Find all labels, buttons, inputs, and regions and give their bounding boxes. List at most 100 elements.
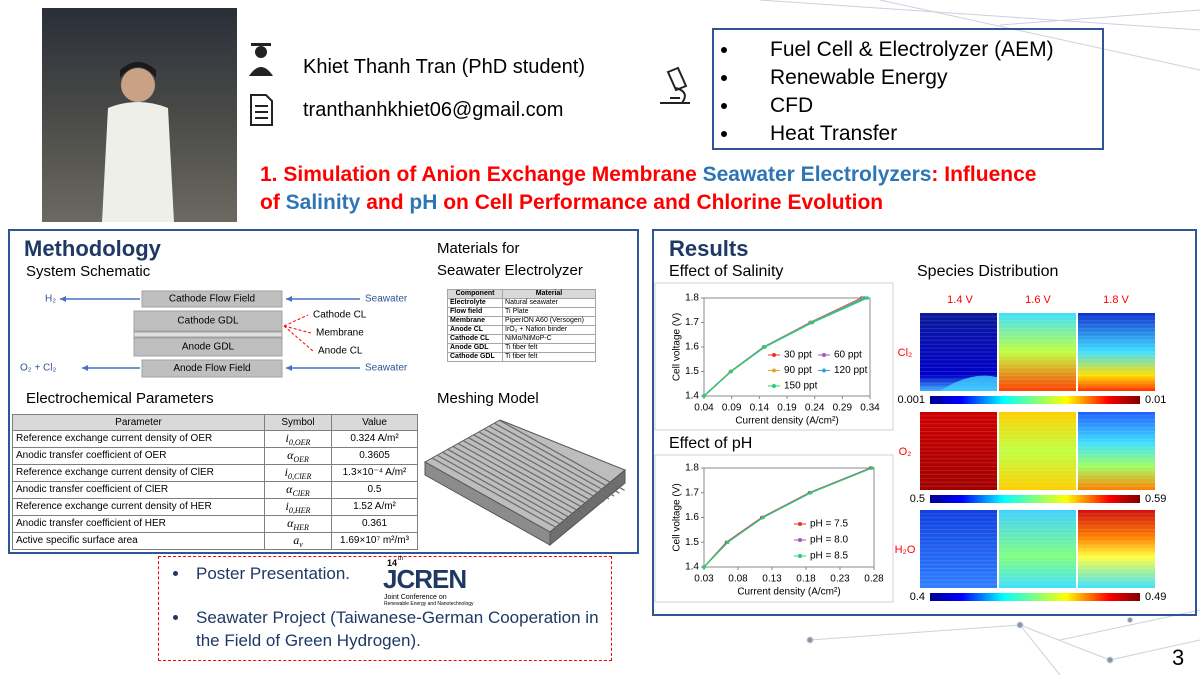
logo-subtitle: Joint Conference on: [384, 594, 447, 601]
symbol-cell: i0,OER: [264, 429, 332, 448]
interests-list: Fuel Cell & Electrolyzer (AEM)Renewable …: [724, 36, 1054, 148]
cell: Cathode CL: [446, 334, 504, 344]
y-tick-label: 1.5: [685, 537, 699, 548]
title-segment: Seawater Electrolyzers: [702, 163, 932, 186]
pointer: [283, 314, 309, 327]
legend-label: 30 ppt: [784, 350, 812, 361]
title-segment: on Cell Performance and Chlorine Evoluti…: [437, 191, 884, 214]
row: Reference exchange current density of HE…: [12, 497, 418, 516]
heading: Results: [669, 236, 749, 261]
species-label: O₂: [899, 446, 912, 458]
footer-box: [158, 556, 612, 661]
point: [726, 540, 730, 545]
species-label: Cl₂: [898, 347, 913, 359]
symbol: α: [287, 515, 294, 530]
cell: Reference exchange current density of HE…: [12, 497, 265, 516]
heatmap: [999, 510, 1076, 588]
row: Anodic transfer coefficient of OER αOER 0.…: [12, 446, 418, 465]
mesh-line: [494, 422, 620, 494]
mesh-line: [488, 425, 615, 497]
symbol: α: [287, 447, 294, 462]
title: 1. Simulation of Anion Exchange Membrane…: [260, 161, 1036, 217]
photo: [42, 8, 237, 222]
logo-name: JCREN: [383, 564, 467, 594]
chart-title: Effect of pH: [669, 435, 753, 452]
x-tick-label: 0.19: [777, 403, 797, 414]
heatmap: [999, 313, 1076, 391]
x-tick-label: 0.03: [694, 574, 714, 585]
row: Cathode GDL Ti fiber felt: [446, 352, 596, 362]
symbol-sub: v: [299, 539, 303, 549]
row: Anodic transfer coefficient of ClER αClER…: [12, 480, 418, 499]
logo-edition: 14: [387, 558, 398, 568]
symbol-cell: αHER: [264, 514, 332, 533]
cell: 1.3×10⁻⁴ A/m²: [331, 463, 418, 482]
symbol-cell: αOER: [264, 446, 332, 465]
label: H₂: [45, 294, 56, 305]
mesh-image: [423, 419, 626, 547]
x-tick-label: 0.34: [860, 403, 880, 414]
y-tick-label: 1.8: [685, 463, 699, 474]
layer-label: Anode GDL: [182, 342, 235, 353]
mesh-line: [447, 448, 573, 520]
heatmap: [1078, 412, 1155, 490]
header-cell: Component: [446, 289, 504, 299]
cell: Reference exchange current density of OE…: [12, 429, 265, 448]
title-line: 1. Simulation of Anion Exchange Membrane…: [260, 161, 1036, 189]
y-tick-label: 1.5: [685, 366, 699, 377]
point: [865, 296, 870, 300]
cell: Ti Plate: [502, 307, 596, 317]
cell: Membrane: [446, 316, 504, 326]
cell: Flow field: [446, 307, 504, 317]
legend-marker: [822, 368, 826, 373]
mesh-line: [436, 454, 563, 526]
person-icon: [249, 43, 273, 76]
title-segment: : Influence: [931, 163, 1037, 186]
x-tick-label: 0.18: [796, 574, 816, 585]
symbol: α: [286, 481, 293, 496]
symbol-cell: av: [264, 531, 332, 550]
symbol-sub: HER: [293, 522, 309, 532]
arrow-head: [60, 296, 66, 302]
symbol-sub: OER: [293, 454, 309, 464]
layer: [141, 359, 283, 378]
cell: Natural seawater: [502, 298, 596, 308]
row: Parameter Symbol Value: [12, 414, 418, 431]
cell: Anodic transfer coefficient of ClER: [12, 480, 265, 499]
legend-marker: [822, 353, 826, 357]
symbol: i: [284, 464, 288, 479]
symbol: i: [285, 498, 289, 513]
point: [761, 515, 765, 520]
heatmap: [920, 510, 997, 588]
cell: Electrolyte: [446, 298, 504, 308]
heading: Methodology: [24, 236, 161, 261]
symbol: a: [293, 532, 300, 547]
title-segment: Salinity: [285, 191, 361, 214]
heatmap: [999, 412, 1076, 490]
colorbar-max: 0.01: [1145, 394, 1166, 406]
symbol-sub: ClER: [292, 488, 310, 498]
row: Anode GDL Ti fiber felt: [446, 343, 596, 353]
chart-title: Species Distribution: [917, 263, 1059, 280]
row: Anodic transfer coefficient of HER αHER 0.…: [12, 514, 418, 533]
header-cell: Value: [331, 414, 418, 431]
x-tick-label: 0.08: [728, 574, 748, 585]
x-tick-label: 0.29: [833, 403, 853, 414]
label: Anode CL: [318, 346, 363, 357]
decoration: [759, 0, 1200, 675]
legend-marker: [772, 384, 776, 388]
point: [870, 466, 874, 470]
cell: Ti fiber felt: [502, 352, 596, 362]
layer: [141, 290, 283, 308]
mesh-line: [468, 437, 594, 509]
microscope-icon: [660, 66, 690, 104]
title-segment: 1. Simulation of Anion Exchange Membrane: [260, 163, 703, 186]
row: Component Material: [446, 289, 596, 299]
page-number: 3: [1172, 645, 1185, 670]
voltage-label: 1.6 V: [1025, 294, 1051, 306]
legend-marker: [772, 353, 776, 357]
y-tick-label: 1.7: [685, 317, 699, 328]
cell: NiMo/NiMoP-C: [502, 334, 596, 344]
